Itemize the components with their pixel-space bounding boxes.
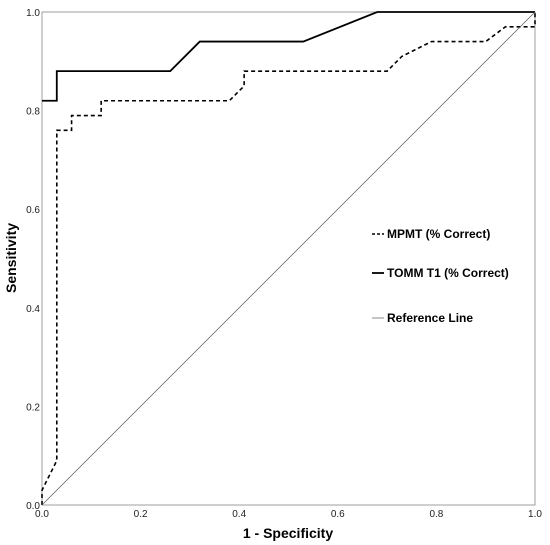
x-tick-label: 0.0 — [35, 509, 49, 520]
x-axis-ticks: 0.0 0.2 0.4 0.6 0.8 1.0 — [35, 509, 542, 520]
series-line-2 — [41, 11, 536, 506]
x-tick-label: 0.8 — [429, 509, 443, 520]
y-tick-label: 0.8 — [26, 107, 40, 118]
x-tick-label: 1.0 — [528, 509, 542, 520]
legend-label-2: Reference Line — [387, 311, 473, 325]
y-tick-label: 0.6 — [26, 205, 40, 216]
y-axis-ticks: 0.0 0.2 0.4 0.6 0.8 1.0 — [26, 8, 40, 512]
x-tick-label: 0.2 — [134, 509, 148, 520]
y-axis-label: Sensitivity — [3, 223, 19, 293]
legend-label-0: MPMT (% Correct) — [387, 227, 490, 241]
y-tick-label: 0.2 — [26, 402, 40, 413]
legend: MPMT (% Correct) TOMM T1 (% Correct) Refer… — [372, 227, 509, 325]
series-line-1 — [42, 11, 535, 102]
x-tick-label: 0.4 — [232, 509, 246, 520]
x-axis-label: 1 - Specificity — [243, 525, 333, 541]
y-tick-label: 0.4 — [26, 304, 40, 315]
y-tick-label: 1.0 — [26, 8, 40, 19]
y-tick-label: 0.0 — [26, 501, 40, 512]
legend-label-1: TOMM T1 (% Correct) — [387, 266, 509, 280]
series-layer — [41, 11, 536, 506]
x-tick-label: 0.6 — [331, 509, 345, 520]
series-line-0 — [41, 12, 536, 505]
